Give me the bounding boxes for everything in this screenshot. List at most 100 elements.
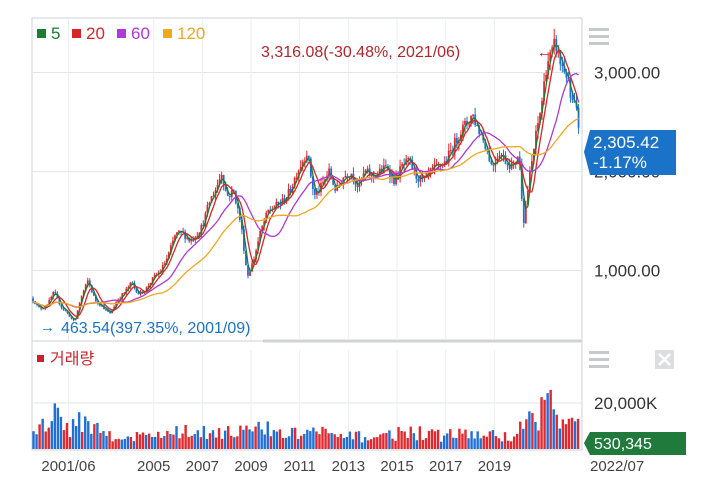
volume-bar xyxy=(41,418,44,449)
high-annotation: 3,316.08(-30.48%, 2021/06) xyxy=(261,44,460,61)
price-candle-body xyxy=(277,201,280,204)
volume-bar xyxy=(403,431,406,449)
price-candle-body xyxy=(484,140,487,149)
close-icon[interactable] xyxy=(655,350,674,369)
price-candle-body xyxy=(577,107,580,128)
volume-bar xyxy=(397,426,400,449)
volume-bar xyxy=(522,428,525,449)
price-candle-body xyxy=(435,164,438,166)
volume-bar xyxy=(138,434,142,449)
volume-bar xyxy=(284,437,288,449)
price-candle-body xyxy=(506,163,509,165)
volume-series xyxy=(32,389,580,449)
volume-menu-icon[interactable] xyxy=(589,351,609,368)
volume-bar xyxy=(418,426,422,449)
volume-bar xyxy=(552,409,555,449)
volume-bar xyxy=(220,438,224,449)
price-candle-body xyxy=(249,271,251,276)
volume-bar xyxy=(342,437,346,449)
price-candle-body xyxy=(362,173,365,179)
price-candle-body xyxy=(184,231,187,239)
volume-bar xyxy=(455,438,458,449)
volume-bar xyxy=(184,424,187,449)
volume-bar xyxy=(528,411,531,449)
volume-bar xyxy=(540,397,543,449)
price-candle-body xyxy=(251,263,253,272)
price-candle-body xyxy=(62,307,65,310)
price-candle-body xyxy=(70,316,73,319)
time-tick-label: 2007 xyxy=(186,458,219,475)
price-candle-body xyxy=(289,189,292,193)
ma-legend[interactable]: 5 20 60 120 xyxy=(37,24,205,43)
price-candle-body xyxy=(539,113,541,124)
volume-bar xyxy=(388,430,391,449)
volume-bar xyxy=(452,437,455,449)
price-candle-body xyxy=(42,308,45,310)
price-candle-body xyxy=(281,198,284,205)
price-candle-body xyxy=(52,292,55,297)
price-candle-body xyxy=(86,280,89,285)
volume-bar xyxy=(166,430,169,449)
volume-bar xyxy=(223,430,227,449)
volume-bar xyxy=(479,438,482,449)
time-tick-label: 2009 xyxy=(234,458,267,475)
volume-bar xyxy=(71,419,75,449)
volume-bar xyxy=(254,426,257,449)
volume-bar xyxy=(227,426,230,449)
volume-bar xyxy=(300,435,303,449)
price-candle-body xyxy=(174,235,176,241)
volume-bar xyxy=(573,421,577,449)
volume-bar xyxy=(348,431,352,449)
ma120-line xyxy=(32,117,579,308)
price-candle-body xyxy=(113,306,116,311)
ma5-line xyxy=(32,44,580,320)
volume-bar xyxy=(205,438,209,449)
price-candle-body xyxy=(261,225,264,231)
price-candle-body xyxy=(531,161,533,172)
volume-bar xyxy=(275,431,279,449)
price-candle-body xyxy=(84,284,87,291)
volume-bar xyxy=(497,438,501,449)
volume-bar xyxy=(333,434,336,449)
moving-averages xyxy=(32,44,580,320)
volume-bar xyxy=(494,436,498,449)
price-candle-body xyxy=(167,252,170,259)
volume-bar xyxy=(561,419,565,449)
price-candle-body xyxy=(216,184,219,191)
volume-bar xyxy=(376,437,379,449)
volume-bar xyxy=(309,431,312,449)
price-candle-body xyxy=(344,176,347,178)
price-candle-body xyxy=(332,178,335,185)
time-tick-label-last: 2022/07 xyxy=(590,458,644,475)
volume-bar xyxy=(202,425,206,449)
price-candle-body xyxy=(127,287,130,289)
volume-bar xyxy=(65,423,69,449)
volume-bar xyxy=(269,436,272,449)
price-menu-icon[interactable] xyxy=(589,28,609,45)
price-candle-body xyxy=(474,114,477,125)
volume-bar xyxy=(199,437,203,449)
price-candle-body xyxy=(541,101,543,114)
price-candle-body xyxy=(80,295,83,303)
volume-bar xyxy=(59,416,63,449)
volume-bar xyxy=(251,431,254,449)
price-candle-body xyxy=(236,203,239,209)
volume-bar xyxy=(114,439,117,449)
volume-bar xyxy=(160,438,163,449)
volume-bar xyxy=(150,436,154,449)
price-candle-body xyxy=(121,293,124,299)
price-candle-body xyxy=(36,304,38,306)
price-tick-label: 1,000.00 xyxy=(594,262,660,281)
price-candle-body xyxy=(336,185,339,191)
volume-bar xyxy=(190,435,193,449)
volume-bar xyxy=(239,425,242,449)
price-candle-body xyxy=(287,189,290,198)
legend-label-ma5: 5 xyxy=(51,24,60,43)
price-candle-body xyxy=(54,292,57,294)
volume-bar xyxy=(281,438,285,449)
price-candle-body xyxy=(395,174,397,185)
volume-legend-label: 거래량 xyxy=(50,350,94,368)
price-candle-body xyxy=(99,303,101,306)
price-candle-body xyxy=(293,178,296,187)
